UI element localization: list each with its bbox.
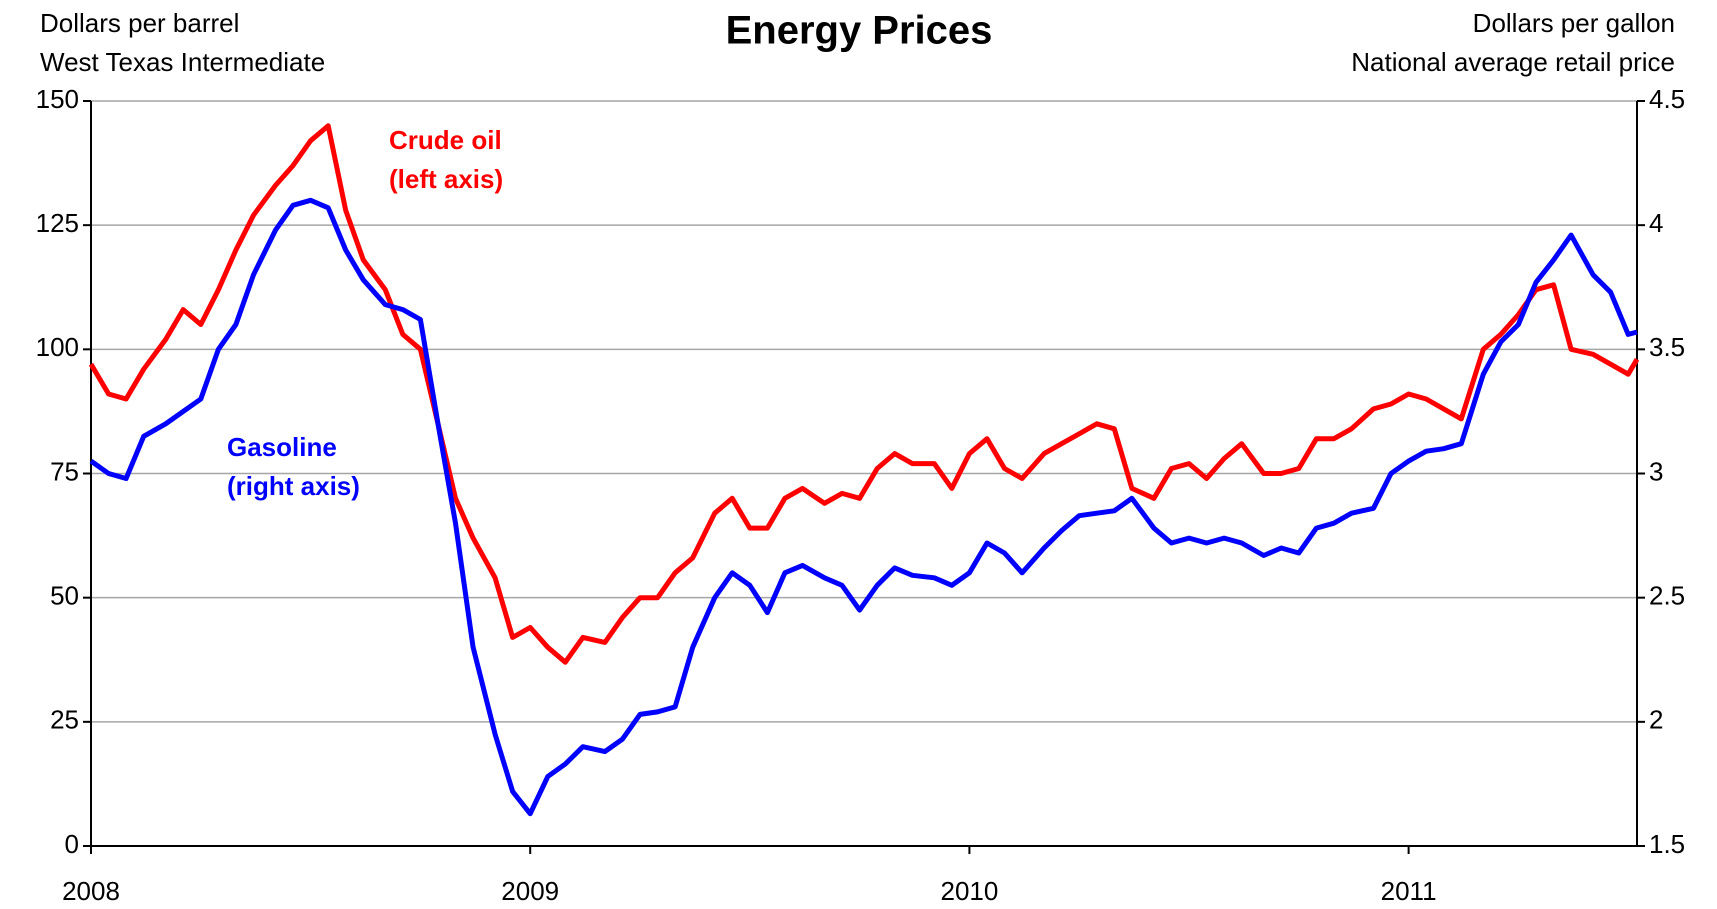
- x-tick-label: 2008: [62, 876, 120, 906]
- series-label: Crude oil: [389, 125, 502, 155]
- chart-title: Energy Prices: [726, 9, 993, 53]
- series-line: [88, 123, 1640, 665]
- y2-tick-label: 4: [1649, 208, 1663, 238]
- x-tick-label: 2010: [940, 876, 998, 906]
- y-axis-label: Dollars per barrel: [40, 8, 239, 38]
- series-line: [89, 197, 1638, 817]
- x-tick-label: 2009: [501, 876, 559, 906]
- y2-axis-label: National average retail price: [1351, 47, 1675, 77]
- y-tick-label: 75: [50, 456, 79, 486]
- y2-tick-label: 4.5: [1649, 84, 1685, 114]
- y-tick-label: 0: [65, 829, 79, 859]
- y2-tick-label: 2.5: [1649, 581, 1685, 611]
- y2-tick-label: 3.5: [1649, 332, 1685, 362]
- y-tick-label: 125: [36, 208, 79, 238]
- y-tick-label: 25: [50, 705, 79, 735]
- y2-axis-label: Dollars per gallon: [1473, 8, 1675, 38]
- y-tick-label: 150: [36, 84, 79, 114]
- series-label: (right axis): [227, 471, 360, 501]
- y-tick-label: 100: [36, 332, 79, 362]
- x-tick-label: 2011: [1381, 876, 1437, 906]
- y-tick-label: 50: [50, 581, 79, 611]
- y-axis-label: West Texas Intermediate: [40, 47, 325, 77]
- y2-tick-label: 3: [1649, 456, 1663, 486]
- series-label: (left axis): [389, 164, 503, 194]
- y2-tick-label: 2: [1649, 705, 1663, 735]
- series-label: Gasoline: [227, 432, 337, 462]
- y2-tick-label: 1.5: [1649, 829, 1685, 859]
